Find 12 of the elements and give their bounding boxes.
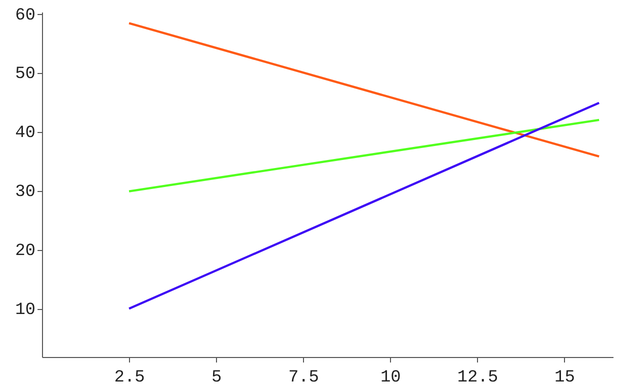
y-tick-label: 60: [15, 6, 36, 26]
y-tick-label: 30: [15, 183, 36, 202]
x-tick-label: 10: [380, 368, 401, 388]
x-tick-label: 5: [211, 368, 222, 388]
y-tick-label: 10: [15, 301, 36, 320]
x-tick-label: 12.5: [457, 368, 498, 388]
x-tick-label: 15: [554, 368, 575, 388]
y-tick-label: 40: [15, 124, 36, 144]
y-tick-label: 20: [15, 242, 36, 262]
y-tick-label: 50: [15, 65, 36, 84]
x-tick-label: 7.5: [288, 368, 319, 388]
x-tick-label: 2.5: [114, 368, 145, 388]
